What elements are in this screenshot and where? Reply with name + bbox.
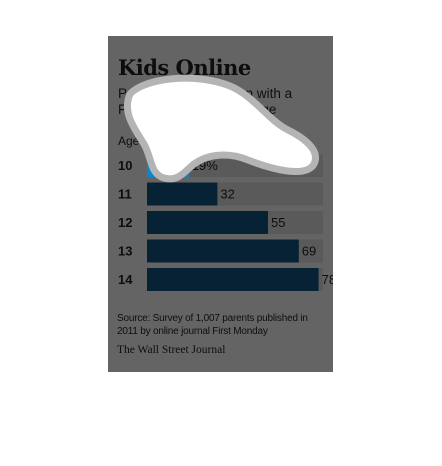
value-label: 19% bbox=[192, 158, 218, 173]
category-label: 10 bbox=[118, 158, 132, 173]
bar-age-10 bbox=[147, 154, 189, 177]
publisher-credit: The Wall Street Journal bbox=[117, 344, 226, 356]
bar-age-14 bbox=[147, 268, 319, 291]
category-label: 11 bbox=[118, 187, 132, 202]
source-note: Source: Survey of 1,007 parents publishe… bbox=[117, 313, 308, 337]
category-label: 13 bbox=[118, 244, 132, 259]
chart-card: Kids Online Percentage of children with … bbox=[108, 36, 333, 372]
value-label: 78 bbox=[322, 272, 333, 287]
value-label: 55 bbox=[271, 215, 285, 230]
bar-age-11 bbox=[147, 182, 218, 206]
value-label: 69 bbox=[302, 244, 316, 259]
bar-age-13 bbox=[147, 239, 299, 263]
value-label: 32 bbox=[220, 187, 234, 202]
category-label: 12 bbox=[118, 215, 132, 230]
bar-chart: 10 19% 11 32 12 55 13 69 14 78 bbox=[118, 154, 333, 291]
bar-age-12 bbox=[147, 211, 268, 234]
category-label: 14 bbox=[118, 272, 133, 287]
